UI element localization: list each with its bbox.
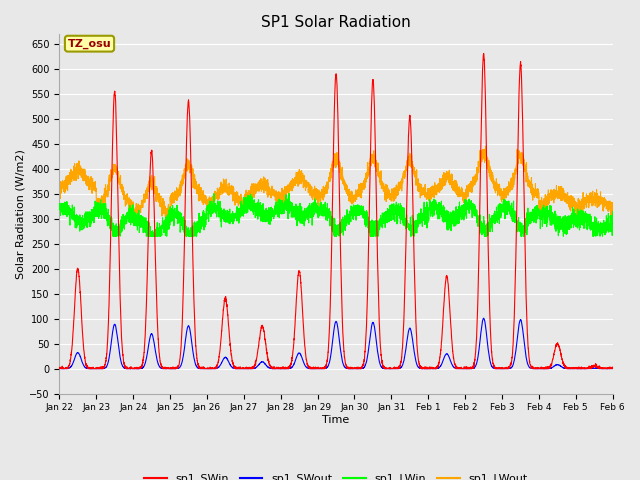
sp1_SWin xyxy=(609,364,616,370)
Line: sp1_SWout: sp1_SWout xyxy=(60,318,612,369)
Y-axis label: Solar Radiation (W/m2): Solar Radiation (W/m2) xyxy=(15,149,25,279)
Line: sp1_LWout: sp1_LWout xyxy=(60,146,612,219)
sp1_SWout xyxy=(56,366,63,372)
sp1_SWin xyxy=(480,50,488,56)
sp1_SWin xyxy=(155,346,163,351)
sp1_LWin xyxy=(609,209,616,215)
sp1_SWout xyxy=(608,366,616,372)
sp1_SWin xyxy=(56,366,63,372)
sp1_SWout xyxy=(492,366,499,372)
sp1_SWout xyxy=(480,315,488,321)
sp1_LWout xyxy=(429,191,437,196)
sp1_LWin xyxy=(316,207,323,213)
sp1_LWin xyxy=(609,233,616,239)
X-axis label: Time: Time xyxy=(323,415,349,425)
sp1_SWin xyxy=(316,365,323,371)
sp1_LWin xyxy=(155,229,163,235)
sp1_SWin xyxy=(608,366,616,372)
Title: SP1 Solar Radiation: SP1 Solar Radiation xyxy=(261,15,411,30)
sp1_SWout xyxy=(316,366,323,372)
sp1_LWout xyxy=(130,216,138,222)
sp1_LWout xyxy=(56,184,63,190)
sp1_LWin xyxy=(460,215,468,221)
sp1_LWin xyxy=(56,203,63,209)
sp1_LWin xyxy=(492,218,499,224)
sp1_LWout xyxy=(609,213,616,219)
sp1_SWout xyxy=(155,362,163,368)
sp1_LWin xyxy=(429,204,437,210)
Line: sp1_LWin: sp1_LWin xyxy=(60,193,612,236)
sp1_LWout xyxy=(492,181,499,187)
Legend: sp1_SWin, sp1_SWout, sp1_LWin, sp1_LWout: sp1_SWin, sp1_SWout, sp1_LWin, sp1_LWout xyxy=(140,469,532,480)
sp1_LWout xyxy=(609,213,616,219)
sp1_SWout xyxy=(429,366,437,372)
sp1_SWout xyxy=(609,365,616,371)
sp1_LWout xyxy=(482,144,490,149)
sp1_LWin xyxy=(285,191,293,196)
sp1_SWin xyxy=(460,366,468,372)
Line: sp1_SWin: sp1_SWin xyxy=(60,53,612,369)
sp1_LWout xyxy=(155,192,163,198)
Text: TZ_osu: TZ_osu xyxy=(68,38,111,49)
sp1_SWout xyxy=(460,366,468,372)
sp1_SWin xyxy=(492,366,499,372)
sp1_SWin xyxy=(429,365,437,371)
sp1_LWout xyxy=(460,190,468,196)
sp1_LWin xyxy=(109,233,117,239)
sp1_LWout xyxy=(316,196,323,202)
